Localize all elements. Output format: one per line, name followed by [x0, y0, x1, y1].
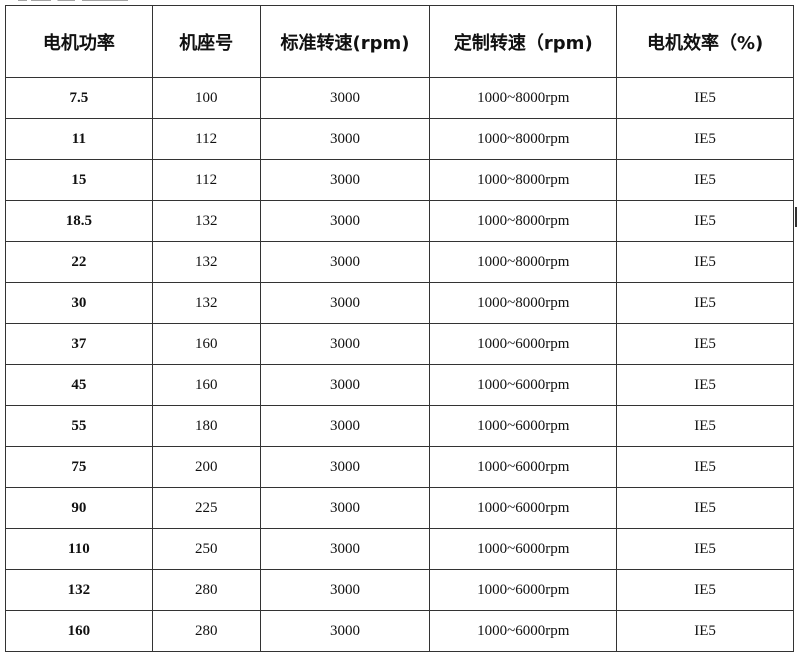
table-row: 11 112 3000 1000~8000rpm IE5	[5, 118, 794, 160]
cell-efficiency: IE5	[616, 118, 794, 160]
header-frame-size: 机座号	[151, 5, 261, 78]
cell-efficiency: IE5	[616, 323, 794, 365]
cell-standard-speed: 3000	[259, 77, 431, 119]
cell-frame-size: 100	[151, 77, 261, 119]
header-row: 电机功率 机座号 标准转速(rpm) 定制转速（rpm) 电机效率（%)	[5, 5, 794, 78]
cell-power: 55	[5, 405, 153, 447]
cell-frame-size: 280	[151, 610, 261, 652]
cell-power: 45	[5, 364, 153, 406]
table-row: 90 225 3000 1000~6000rpm IE5	[5, 487, 794, 529]
cell-frame-size: 112	[151, 118, 261, 160]
cell-custom-speed: 1000~6000rpm	[429, 364, 618, 406]
cell-power: 160	[5, 610, 153, 652]
table-row: 18.5 132 3000 1000~8000rpm IE5	[5, 200, 794, 242]
table-row: 132 280 3000 1000~6000rpm IE5	[5, 569, 794, 611]
table-row: 22 132 3000 1000~8000rpm IE5	[5, 241, 794, 283]
cell-power: 30	[5, 282, 153, 324]
cell-standard-speed: 3000	[259, 569, 431, 611]
cell-custom-speed: 1000~8000rpm	[429, 118, 618, 160]
cell-standard-speed: 3000	[259, 159, 431, 201]
cell-power: 11	[5, 118, 153, 160]
cell-power: 7.5	[5, 77, 153, 119]
header-custom-speed: 定制转速（rpm)	[429, 5, 618, 78]
cell-power: 132	[5, 569, 153, 611]
cell-frame-size: 132	[151, 241, 261, 283]
cell-frame-size: 225	[151, 487, 261, 529]
cell-standard-speed: 3000	[259, 282, 431, 324]
cell-efficiency: IE5	[616, 241, 794, 283]
cell-efficiency: IE5	[616, 282, 794, 324]
cell-standard-speed: 3000	[259, 200, 431, 242]
cell-efficiency: IE5	[616, 569, 794, 611]
cell-custom-speed: 1000~8000rpm	[429, 282, 618, 324]
cell-frame-size: 132	[151, 200, 261, 242]
cell-frame-size: 200	[151, 446, 261, 488]
cell-custom-speed: 1000~6000rpm	[429, 446, 618, 488]
table-row: 110 250 3000 1000~6000rpm IE5	[5, 528, 794, 570]
cell-custom-speed: 1000~8000rpm	[429, 77, 618, 119]
header-standard-speed: 标准转速(rpm)	[259, 5, 431, 78]
header-efficiency: 电机效率（%)	[616, 5, 794, 78]
cell-frame-size: 280	[151, 569, 261, 611]
cell-efficiency: IE5	[616, 77, 794, 119]
table-row: 15 112 3000 1000~8000rpm IE5	[5, 159, 794, 201]
cell-custom-speed: 1000~6000rpm	[429, 487, 618, 529]
cell-efficiency: IE5	[616, 200, 794, 242]
text-cursor	[795, 207, 797, 227]
table-row: 37 160 3000 1000~6000rpm IE5	[5, 323, 794, 365]
cell-custom-speed: 1000~8000rpm	[429, 241, 618, 283]
cell-custom-speed: 1000~8000rpm	[429, 159, 618, 201]
cell-custom-speed: 1000~6000rpm	[429, 405, 618, 447]
cell-efficiency: IE5	[616, 610, 794, 652]
cell-custom-speed: 1000~6000rpm	[429, 569, 618, 611]
cropped-heading-text	[18, 0, 128, 3]
cell-efficiency: IE5	[616, 364, 794, 406]
motor-spec-table: 电机功率 机座号 标准转速(rpm) 定制转速（rpm) 电机效率（%) 7.5 100 3…	[5, 5, 794, 652]
header-power: 电机功率	[5, 5, 153, 78]
cell-efficiency: IE5	[616, 487, 794, 529]
cell-power: 22	[5, 241, 153, 283]
table-row: 30 132 3000 1000~8000rpm IE5	[5, 282, 794, 324]
cell-frame-size: 132	[151, 282, 261, 324]
cell-standard-speed: 3000	[259, 610, 431, 652]
cell-power: 15	[5, 159, 153, 201]
table-row: 7.5 100 3000 1000~8000rpm IE5	[5, 77, 794, 119]
cell-power: 18.5	[5, 200, 153, 242]
cell-frame-size: 160	[151, 364, 261, 406]
cell-standard-speed: 3000	[259, 364, 431, 406]
cell-efficiency: IE5	[616, 528, 794, 570]
cell-efficiency: IE5	[616, 446, 794, 488]
cell-custom-speed: 1000~6000rpm	[429, 610, 618, 652]
cell-efficiency: IE5	[616, 405, 794, 447]
table-row: 75 200 3000 1000~6000rpm IE5	[5, 446, 794, 488]
cell-frame-size: 112	[151, 159, 261, 201]
cell-custom-speed: 1000~6000rpm	[429, 528, 618, 570]
table-row: 55 180 3000 1000~6000rpm IE5	[5, 405, 794, 447]
cell-standard-speed: 3000	[259, 405, 431, 447]
cell-frame-size: 180	[151, 405, 261, 447]
cell-standard-speed: 3000	[259, 487, 431, 529]
cell-power: 90	[5, 487, 153, 529]
cell-power: 75	[5, 446, 153, 488]
cell-custom-speed: 1000~6000rpm	[429, 323, 618, 365]
cell-custom-speed: 1000~8000rpm	[429, 200, 618, 242]
cell-standard-speed: 3000	[259, 528, 431, 570]
cell-frame-size: 250	[151, 528, 261, 570]
table-row: 45 160 3000 1000~6000rpm IE5	[5, 364, 794, 406]
cell-standard-speed: 3000	[259, 241, 431, 283]
cell-standard-speed: 3000	[259, 446, 431, 488]
cell-frame-size: 160	[151, 323, 261, 365]
cell-power: 37	[5, 323, 153, 365]
cell-standard-speed: 3000	[259, 118, 431, 160]
cell-power: 110	[5, 528, 153, 570]
cell-efficiency: IE5	[616, 159, 794, 201]
table-row: 160 280 3000 1000~6000rpm IE5	[5, 610, 794, 652]
cell-standard-speed: 3000	[259, 323, 431, 365]
